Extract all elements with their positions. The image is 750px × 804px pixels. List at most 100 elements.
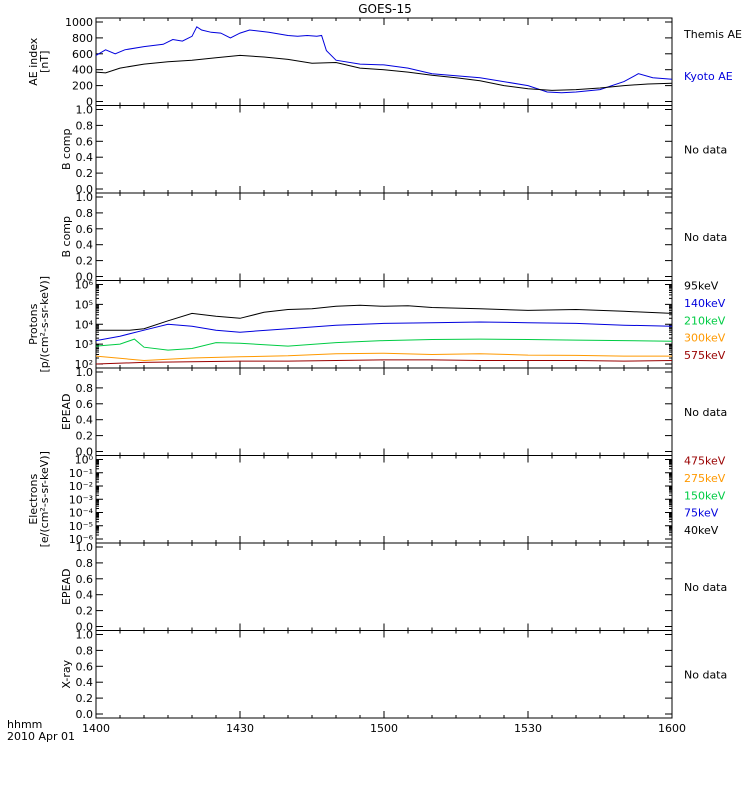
panel-frame xyxy=(95,542,673,631)
legend-label: 150keV xyxy=(684,489,726,502)
y-tick-label: 0.0 xyxy=(76,271,94,284)
y-tick-label: 10⁻¹ xyxy=(69,467,93,480)
panel-frame xyxy=(95,192,673,281)
panel-epead2: 0.0 0.2 0.4 0.6 0.8 1.0 EPEAD No data xyxy=(60,541,727,634)
panel-xray: 0.0 0.2 0.4 0.6 0.8 1.0 X-ray No data 1400 1430 15… xyxy=(60,629,727,736)
y-tick-label: 10² xyxy=(75,358,93,371)
y-tick-label: 1.0 xyxy=(76,629,94,642)
y-axis-title: Protons xyxy=(27,303,40,344)
legend-label: 75keV xyxy=(684,507,719,520)
y-tick-label: 0.8 xyxy=(76,207,94,220)
x-tick-label: 1500 xyxy=(370,722,398,735)
y-tick-label: 0.4 xyxy=(76,676,94,689)
y-tick-label: 10⁴ xyxy=(75,318,94,331)
y-axis-title: [nT] xyxy=(38,51,51,73)
legend-label: 475keV xyxy=(684,455,726,468)
panel-ae: 0 200 400 600 800 1000 AE index[nT] Themis AE Ky… xyxy=(27,16,742,109)
panel-frame xyxy=(95,630,673,719)
series-line-575kev xyxy=(95,359,673,365)
y-tick-label: 10⁻⁴ xyxy=(69,507,94,520)
y-tick-label: 0.2 xyxy=(76,430,94,443)
panels-group: 0 200 400 600 800 1000 AE index[nT] Themis AE Ky… xyxy=(27,16,742,735)
series-line-140kev xyxy=(95,321,673,342)
legend-label: Kyoto AE xyxy=(684,70,733,83)
y-tick-label: 0.8 xyxy=(76,557,94,570)
y-tick-label: 0.4 xyxy=(76,589,94,602)
y-tick-label: 1.0 xyxy=(76,104,94,117)
x-tick-label: 1400 xyxy=(82,722,110,735)
legend-label: 275keV xyxy=(684,472,726,485)
y-tick-label: 0.8 xyxy=(76,644,94,657)
y-tick-label: 0.6 xyxy=(76,223,94,236)
x-tick-label: 1430 xyxy=(226,722,254,735)
y-axis-title: B comp xyxy=(60,216,73,258)
y-tick-label: 0.2 xyxy=(76,692,94,705)
series-line-300kev xyxy=(95,352,672,362)
y-tick-label: 1.0 xyxy=(76,366,94,379)
y-axis-title: B comp xyxy=(60,128,73,170)
panel-epead1: 0.0 0.2 0.4 0.6 0.8 1.0 EPEAD No data xyxy=(60,366,727,459)
y-tick-label: 0.2 xyxy=(76,255,94,268)
legend-label: 575keV xyxy=(684,349,726,362)
y-tick-label: 800 xyxy=(72,32,93,45)
legend-label: 95keV xyxy=(684,280,719,293)
y-tick-label: 0.4 xyxy=(76,414,94,427)
panel-frame xyxy=(95,17,673,106)
series-line-95kev xyxy=(96,304,673,331)
y-tick-label: 10⁻³ xyxy=(69,493,93,506)
y-tick-label: 0.0 xyxy=(76,446,94,459)
y-tick-label: 400 xyxy=(72,64,93,77)
panel-protons: 10² 10³ 10⁴ 10⁵ 10⁶ Protons[p/(cm²-s-sr-keV)]… xyxy=(27,276,726,373)
y-tick-label: 10⁻² xyxy=(69,480,93,493)
legend-label: 40keV xyxy=(684,524,719,537)
y-tick-label: 0.6 xyxy=(76,573,94,586)
y-tick-label: 10⁻⁵ xyxy=(69,520,93,533)
no-data-label: No data xyxy=(684,231,727,244)
footer-date: 2010 Apr 01 xyxy=(7,730,75,743)
y-tick-label: 1000 xyxy=(65,16,93,29)
y-tick-label: 10⁰ xyxy=(75,454,94,467)
y-axis-title: [e/(cm²-s-sr-keV)] xyxy=(38,451,51,547)
panel-b1: 0.0 0.2 0.4 0.6 0.8 1.0B comp No data xyxy=(60,104,727,197)
y-axis-title: Electrons xyxy=(27,474,40,525)
y-tick-label: 0.0 xyxy=(76,621,94,634)
y-axis-title: EPEAD xyxy=(60,393,73,430)
y-tick-label: 1.0 xyxy=(76,191,94,204)
y-tick-label: 0.0 xyxy=(76,183,94,196)
no-data-label: No data xyxy=(684,668,727,681)
no-data-label: No data xyxy=(684,406,727,419)
y-tick-label: 1.0 xyxy=(76,541,94,554)
y-tick-label: 200 xyxy=(72,80,93,93)
y-tick-label: 0.6 xyxy=(76,135,94,148)
y-tick-label: 600 xyxy=(72,48,93,61)
panel-b2: 0.0 0.2 0.4 0.6 0.8 1.0B comp No data xyxy=(60,191,727,284)
y-tick-label: 0.2 xyxy=(76,167,94,180)
y-axis-title: AE index xyxy=(27,37,40,86)
y-tick-label: 0.0 xyxy=(76,708,94,721)
x-tick-label: 1530 xyxy=(514,722,542,735)
y-tick-label: 0.4 xyxy=(76,151,94,164)
y-tick-label: 10⁵ xyxy=(75,298,93,311)
y-tick-label: 0.8 xyxy=(76,119,94,132)
y-tick-label: 0.8 xyxy=(76,382,94,395)
y-axis-title: [p/(cm²-s-sr-keV)] xyxy=(38,276,51,373)
figure-title: GOES-15 xyxy=(358,2,412,16)
y-tick-label: 0.6 xyxy=(76,660,94,673)
panel-frame xyxy=(95,455,673,544)
legend-label: 140keV xyxy=(684,297,726,310)
footer-hhmm: hhmm xyxy=(7,718,42,731)
legend-label: 300keV xyxy=(684,332,726,345)
legend-label: Themis AE xyxy=(683,28,742,41)
panel-frame xyxy=(95,105,673,194)
y-tick-label: 0.6 xyxy=(76,398,94,411)
no-data-label: No data xyxy=(684,143,727,156)
y-tick-label: 10⁻⁶ xyxy=(69,533,94,546)
series-line-210kev xyxy=(95,338,673,351)
y-tick-label: 10³ xyxy=(75,338,93,351)
no-data-label: No data xyxy=(684,581,727,594)
y-tick-label: 0.4 xyxy=(76,239,94,252)
panel-frame xyxy=(95,367,673,456)
